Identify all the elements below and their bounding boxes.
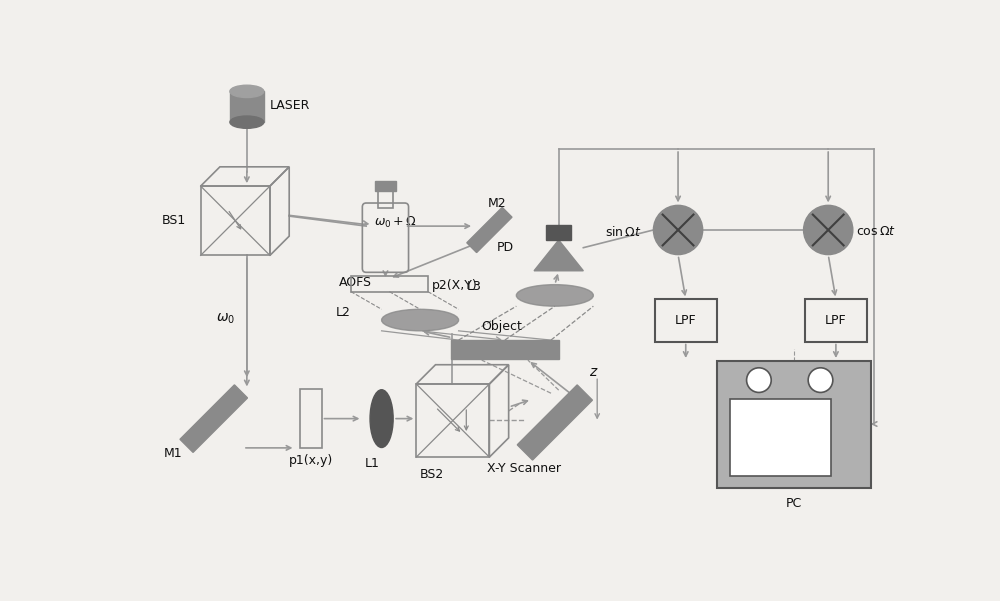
Text: M2: M2 xyxy=(488,197,506,210)
Bar xyxy=(655,299,717,341)
Polygon shape xyxy=(180,385,247,453)
Text: BS1: BS1 xyxy=(162,214,186,227)
Bar xyxy=(351,276,428,291)
Text: z: z xyxy=(590,365,597,379)
Bar xyxy=(805,299,867,341)
Text: p1(x,y): p1(x,y) xyxy=(289,454,333,468)
Bar xyxy=(230,91,264,122)
Bar xyxy=(201,186,270,255)
Text: $\omega_0+\Omega$: $\omega_0+\Omega$ xyxy=(374,215,417,230)
Text: p2(X,Y): p2(X,Y) xyxy=(432,279,477,292)
Text: X-Y Scanner: X-Y Scanner xyxy=(487,462,561,475)
Ellipse shape xyxy=(230,116,264,129)
Bar xyxy=(451,340,559,359)
Text: L2: L2 xyxy=(335,306,350,319)
Ellipse shape xyxy=(370,389,393,448)
Bar xyxy=(416,384,489,457)
Circle shape xyxy=(747,368,771,392)
Bar xyxy=(730,400,831,477)
Text: Object: Object xyxy=(482,320,523,333)
Text: $\omega_0$: $\omega_0$ xyxy=(216,311,235,326)
Circle shape xyxy=(804,206,853,255)
Ellipse shape xyxy=(516,285,593,306)
Text: LPF: LPF xyxy=(825,314,847,326)
Text: PD: PD xyxy=(497,241,514,254)
Bar xyxy=(375,181,396,192)
Circle shape xyxy=(653,206,703,255)
Ellipse shape xyxy=(230,85,264,97)
Text: AOFS: AOFS xyxy=(339,276,372,289)
Text: L3: L3 xyxy=(466,279,481,293)
Bar xyxy=(378,192,393,209)
Text: LPF: LPF xyxy=(675,314,697,326)
Polygon shape xyxy=(467,207,512,252)
Polygon shape xyxy=(534,240,583,271)
Text: $\cos\Omega t$: $\cos\Omega t$ xyxy=(856,225,896,238)
Bar xyxy=(546,225,571,240)
Text: LASER: LASER xyxy=(270,99,310,112)
Text: L1: L1 xyxy=(365,457,380,470)
Circle shape xyxy=(808,368,833,392)
Text: M1: M1 xyxy=(164,447,182,460)
Text: PC: PC xyxy=(785,497,802,510)
Text: BS2: BS2 xyxy=(420,468,444,481)
Text: $\sin\Omega t$: $\sin\Omega t$ xyxy=(605,225,642,239)
Bar xyxy=(300,389,322,448)
Ellipse shape xyxy=(382,310,459,331)
Polygon shape xyxy=(517,385,592,460)
Bar xyxy=(717,361,871,488)
